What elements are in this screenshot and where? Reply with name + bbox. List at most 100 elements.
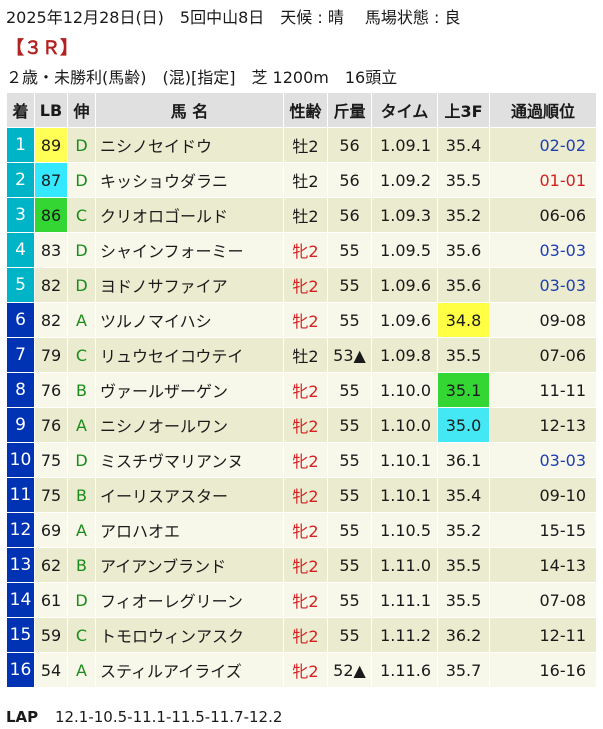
- header-last-3f: 上3F: [437, 92, 490, 128]
- sex-age: 牝2: [283, 547, 328, 583]
- finish-time: 1.10.5: [371, 512, 438, 548]
- last-3f-time: 35.1: [437, 372, 490, 408]
- nobi-grade: A: [67, 512, 96, 548]
- passing-order: 07-08: [489, 582, 597, 618]
- last-3f-time: 35.5: [437, 162, 490, 198]
- horse-name: ニシノセイドウ: [95, 127, 284, 163]
- last-3f-time: 36.2: [437, 617, 490, 653]
- header-time: タイム: [371, 92, 438, 128]
- finish-time: 1.11.2: [371, 617, 438, 653]
- sex-age: 牝2: [283, 407, 328, 443]
- lb-rating: 76: [34, 372, 68, 408]
- header-weight: 斤量: [327, 92, 372, 128]
- table-row: 12 69 A アロハオエ 牝2 55 1.10.5 35.2 15-15: [6, 512, 597, 548]
- table-row: 7 79 C リュウセイコウテイ 牡2 53▲ 1.09.8 35.5 07-06: [6, 337, 597, 373]
- sex-age: 牝2: [283, 372, 328, 408]
- sex-age: 牝2: [283, 652, 328, 688]
- passing-order: 16-16: [489, 652, 597, 688]
- horse-name: スティルアイライズ: [95, 652, 284, 688]
- sex-age: 牡2: [283, 337, 328, 373]
- table-row: 6 82 A ツルノマイハシ 牝2 55 1.09.6 34.8 09-08: [6, 302, 597, 338]
- result-rank: 8: [6, 372, 35, 408]
- carried-weight: 52▲: [327, 652, 372, 688]
- sex-age: 牡2: [283, 127, 328, 163]
- result-rank: 6: [6, 302, 35, 338]
- horse-name: ヴァールザーゲン: [95, 372, 284, 408]
- nobi-grade: C: [67, 197, 96, 233]
- carried-weight: 55: [327, 372, 372, 408]
- lb-rating: 75: [34, 442, 68, 478]
- header-rank: 着: [6, 92, 35, 128]
- finish-time: 1.10.0: [371, 407, 438, 443]
- last-3f-time: 35.4: [437, 477, 490, 513]
- finish-time: 1.10.0: [371, 372, 438, 408]
- finish-time: 1.09.8: [371, 337, 438, 373]
- table-row: 13 62 B アイアンブランド 牝2 55 1.11.0 35.5 14-13: [6, 547, 597, 583]
- lap-times: LAP 12.1-10.5-11.1-11.5-11.7-12.2: [6, 708, 282, 726]
- nobi-grade: B: [67, 477, 96, 513]
- sex-age: 牡2: [283, 162, 328, 198]
- horse-name: ニシノオールワン: [95, 407, 284, 443]
- last-3f-time: 36.1: [437, 442, 490, 478]
- header-sex-age: 性齢: [283, 92, 328, 128]
- race-date-line: 2025年12月28日(日) 5回中山8日 天候 : 晴 馬場状態 : 良: [6, 8, 461, 27]
- lb-rating: 89: [34, 127, 68, 163]
- last-3f-time: 35.5: [437, 547, 490, 583]
- lb-rating: 62: [34, 547, 68, 583]
- nobi-grade: B: [67, 547, 96, 583]
- last-3f-time: 35.5: [437, 582, 490, 618]
- passing-order: 12-11: [489, 617, 597, 653]
- sex-age: 牝2: [283, 442, 328, 478]
- nobi-grade: D: [67, 442, 96, 478]
- passing-order: 11-11: [489, 372, 597, 408]
- carried-weight: 55: [327, 477, 372, 513]
- carried-weight: 55: [327, 442, 372, 478]
- sex-age: 牝2: [283, 512, 328, 548]
- table-row: 10 75 D ミスチヴマリアンヌ 牝2 55 1.10.1 36.1 03-03: [6, 442, 597, 478]
- passing-order: 03-03: [489, 232, 597, 268]
- table-header-row: 着 LB 伸 馬 名 性齢 斤量 タイム 上3F 通過順位: [6, 92, 597, 128]
- header-passing-order: 通過順位: [489, 92, 597, 128]
- finish-time: 1.09.2: [371, 162, 438, 198]
- nobi-grade: D: [67, 127, 96, 163]
- table-row: 15 59 C トモロウィンアスク 牝2 55 1.11.2 36.2 12-11: [6, 617, 597, 653]
- finish-time: 1.09.1: [371, 127, 438, 163]
- passing-order: 03-03: [489, 267, 597, 303]
- passing-order: 09-10: [489, 477, 597, 513]
- header-lb: LB: [34, 92, 68, 128]
- last-3f-time: 35.2: [437, 512, 490, 548]
- results-table: 着 LB 伸 馬 名 性齢 斤量 タイム 上3F 通過順位 1 89 D ニシノセイド…: [6, 92, 597, 688]
- finish-time: 1.09.6: [371, 302, 438, 338]
- table-row: 4 83 D シャインフォーミー 牝2 55 1.09.5 35.6 03-03: [6, 232, 597, 268]
- result-rank: 7: [6, 337, 35, 373]
- carried-weight: 55: [327, 232, 372, 268]
- last-3f-time: 35.5: [437, 337, 490, 373]
- carried-weight: 55: [327, 582, 372, 618]
- nobi-grade: D: [67, 582, 96, 618]
- table-row: 14 61 D フィオーレグリーン 牝2 55 1.11.1 35.5 07-08: [6, 582, 597, 618]
- table-row: 2 87 D キッショウダラニ 牡2 56 1.09.2 35.5 01-01: [6, 162, 597, 198]
- finish-time: 1.11.0: [371, 547, 438, 583]
- horse-name: トモロウィンアスク: [95, 617, 284, 653]
- carried-weight: 56: [327, 162, 372, 198]
- passing-order: 15-15: [489, 512, 597, 548]
- horse-name: イーリスアスター: [95, 477, 284, 513]
- finish-time: 1.11.1: [371, 582, 438, 618]
- result-rank: 9: [6, 407, 35, 443]
- result-rank: 11: [6, 477, 35, 513]
- nobi-grade: C: [67, 337, 96, 373]
- last-3f-time: 35.0: [437, 407, 490, 443]
- finish-time: 1.09.5: [371, 232, 438, 268]
- carried-weight: 55: [327, 267, 372, 303]
- result-rank: 16: [6, 652, 35, 688]
- horse-name: ヨドノサファイア: [95, 267, 284, 303]
- passing-order: 14-13: [489, 547, 597, 583]
- lb-rating: 69: [34, 512, 68, 548]
- sex-age: 牝2: [283, 267, 328, 303]
- result-rank: 1: [6, 127, 35, 163]
- horse-name: クリオロゴールド: [95, 197, 284, 233]
- result-rank: 15: [6, 617, 35, 653]
- lb-rating: 61: [34, 582, 68, 618]
- result-rank: 3: [6, 197, 35, 233]
- carried-weight: 55: [327, 617, 372, 653]
